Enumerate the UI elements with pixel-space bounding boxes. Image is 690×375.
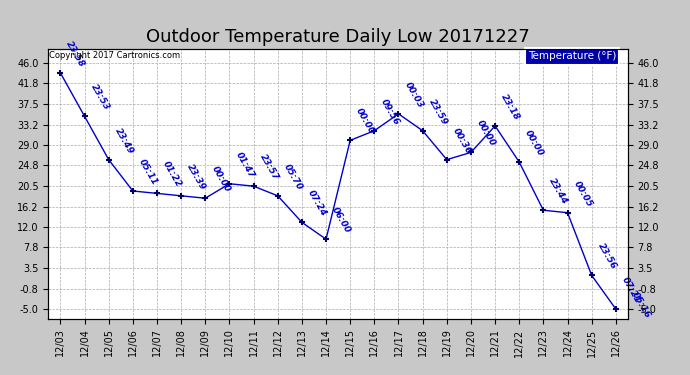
Text: 05:11: 05:11 [137, 158, 159, 187]
Text: 01:22: 01:22 [161, 160, 184, 189]
Text: Copyright 2017 Cartronics.com: Copyright 2017 Cartronics.com [49, 51, 180, 60]
Text: 23:18: 23:18 [500, 92, 522, 122]
Text: 09:56: 09:56 [379, 97, 401, 126]
Text: 00:03: 00:03 [403, 80, 425, 110]
Text: 00:00: 00:00 [524, 129, 546, 158]
Text: 00:00: 00:00 [475, 119, 497, 148]
Text: 05:16: 05:16 [630, 291, 652, 320]
Text: 01:47: 01:47 [234, 150, 256, 180]
Text: 05:70: 05:70 [282, 162, 304, 192]
Text: 00:36: 00:36 [451, 126, 473, 156]
Text: 00:00: 00:00 [355, 107, 377, 136]
Text: 23:49: 23:49 [113, 126, 135, 156]
Text: 23:57: 23:57 [258, 153, 280, 182]
Title: Outdoor Temperature Daily Low 20171227: Outdoor Temperature Daily Low 20171227 [146, 28, 530, 46]
Text: 23:58: 23:58 [65, 39, 87, 69]
Text: 07:21: 07:21 [620, 276, 642, 305]
Text: 00:00: 00:00 [210, 165, 232, 194]
Text: 23:56: 23:56 [596, 242, 618, 271]
Text: 23:39: 23:39 [186, 162, 208, 192]
Text: 23:59: 23:59 [427, 97, 449, 126]
Text: 00:05: 00:05 [572, 179, 594, 209]
Text: 06:00: 06:00 [331, 206, 353, 235]
Text: 23:53: 23:53 [89, 83, 111, 112]
Text: 23:44: 23:44 [548, 177, 570, 206]
Text: 07:24: 07:24 [306, 189, 328, 218]
Text: Temperature (°F): Temperature (°F) [528, 51, 616, 62]
